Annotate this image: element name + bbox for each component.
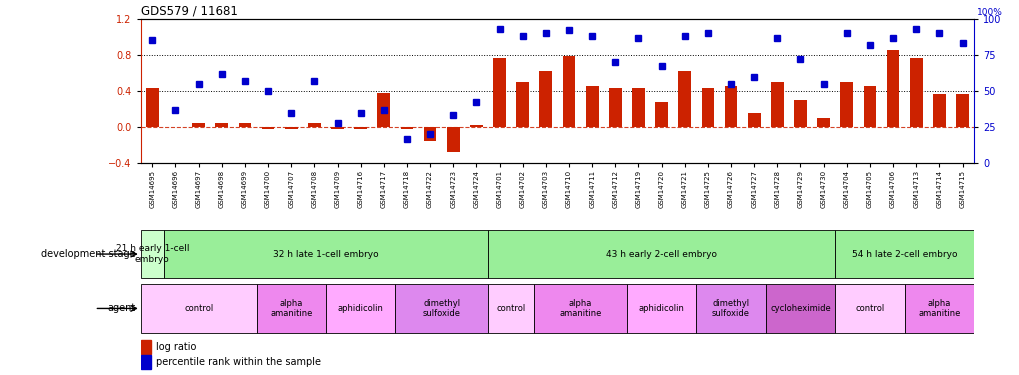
- Bar: [909, 57, 922, 127]
- Bar: [534, 284, 627, 333]
- Text: dimethyl
sulfoxide: dimethyl sulfoxide: [711, 299, 749, 318]
- Bar: [955, 94, 968, 127]
- Text: 54 h late 2-cell embryo: 54 h late 2-cell embryo: [851, 250, 957, 259]
- Bar: [192, 123, 205, 127]
- Bar: [723, 86, 737, 127]
- Text: percentile rank within the sample: percentile rank within the sample: [156, 357, 320, 367]
- Text: 21 h early 1-cell
embryo: 21 h early 1-cell embryo: [115, 244, 189, 264]
- Bar: [632, 88, 644, 127]
- Bar: [423, 127, 436, 141]
- Bar: [487, 230, 835, 278]
- Bar: [141, 339, 151, 354]
- Bar: [904, 284, 973, 333]
- Text: alpha
amanitine: alpha amanitine: [270, 299, 312, 318]
- Bar: [284, 127, 298, 129]
- Bar: [141, 355, 151, 369]
- Bar: [840, 82, 852, 127]
- Bar: [308, 123, 320, 127]
- Bar: [446, 127, 460, 152]
- Bar: [400, 127, 413, 129]
- Bar: [654, 102, 667, 127]
- Text: aphidicolin: aphidicolin: [638, 304, 684, 313]
- Bar: [470, 125, 482, 127]
- Text: agent: agent: [107, 303, 136, 313]
- Bar: [141, 230, 164, 278]
- Bar: [354, 127, 367, 129]
- Bar: [794, 100, 806, 127]
- Bar: [696, 284, 765, 333]
- Bar: [141, 284, 256, 333]
- Text: alpha
amanitine: alpha amanitine: [558, 299, 601, 318]
- Bar: [262, 127, 274, 129]
- Bar: [331, 127, 343, 129]
- Bar: [701, 88, 713, 127]
- Bar: [487, 284, 534, 333]
- Bar: [835, 284, 904, 333]
- Bar: [770, 82, 783, 127]
- Bar: [932, 94, 945, 127]
- Bar: [238, 123, 251, 127]
- Bar: [256, 284, 326, 333]
- Text: control: control: [496, 304, 525, 313]
- Text: control: control: [855, 304, 883, 313]
- Text: control: control: [183, 304, 213, 313]
- Bar: [164, 230, 487, 278]
- Bar: [146, 88, 159, 127]
- Text: alpha
amanitine: alpha amanitine: [917, 299, 960, 318]
- Bar: [886, 50, 899, 127]
- Bar: [816, 118, 829, 127]
- Bar: [395, 284, 487, 333]
- Bar: [863, 86, 875, 127]
- Bar: [215, 123, 228, 127]
- Text: log ratio: log ratio: [156, 342, 196, 352]
- Bar: [608, 88, 621, 127]
- Bar: [516, 82, 529, 127]
- Text: 43 h early 2-cell embryo: 43 h early 2-cell embryo: [605, 250, 716, 259]
- Bar: [377, 93, 390, 127]
- Text: dimethyl
sulfoxide: dimethyl sulfoxide: [422, 299, 461, 318]
- Text: cycloheximide: cycloheximide: [769, 304, 830, 313]
- Bar: [493, 57, 505, 127]
- Bar: [326, 284, 395, 333]
- Text: 100%: 100%: [976, 8, 1002, 17]
- Bar: [585, 86, 598, 127]
- Bar: [627, 284, 696, 333]
- Bar: [747, 114, 760, 127]
- Text: development stage: development stage: [41, 249, 136, 259]
- Text: aphidicolin: aphidicolin: [337, 304, 383, 313]
- Bar: [835, 230, 973, 278]
- Bar: [765, 284, 835, 333]
- Bar: [562, 56, 575, 127]
- Text: GDS579 / 11681: GDS579 / 11681: [141, 4, 237, 18]
- Bar: [539, 71, 551, 127]
- Bar: [678, 71, 691, 127]
- Text: 32 h late 1-cell embryo: 32 h late 1-cell embryo: [273, 250, 378, 259]
